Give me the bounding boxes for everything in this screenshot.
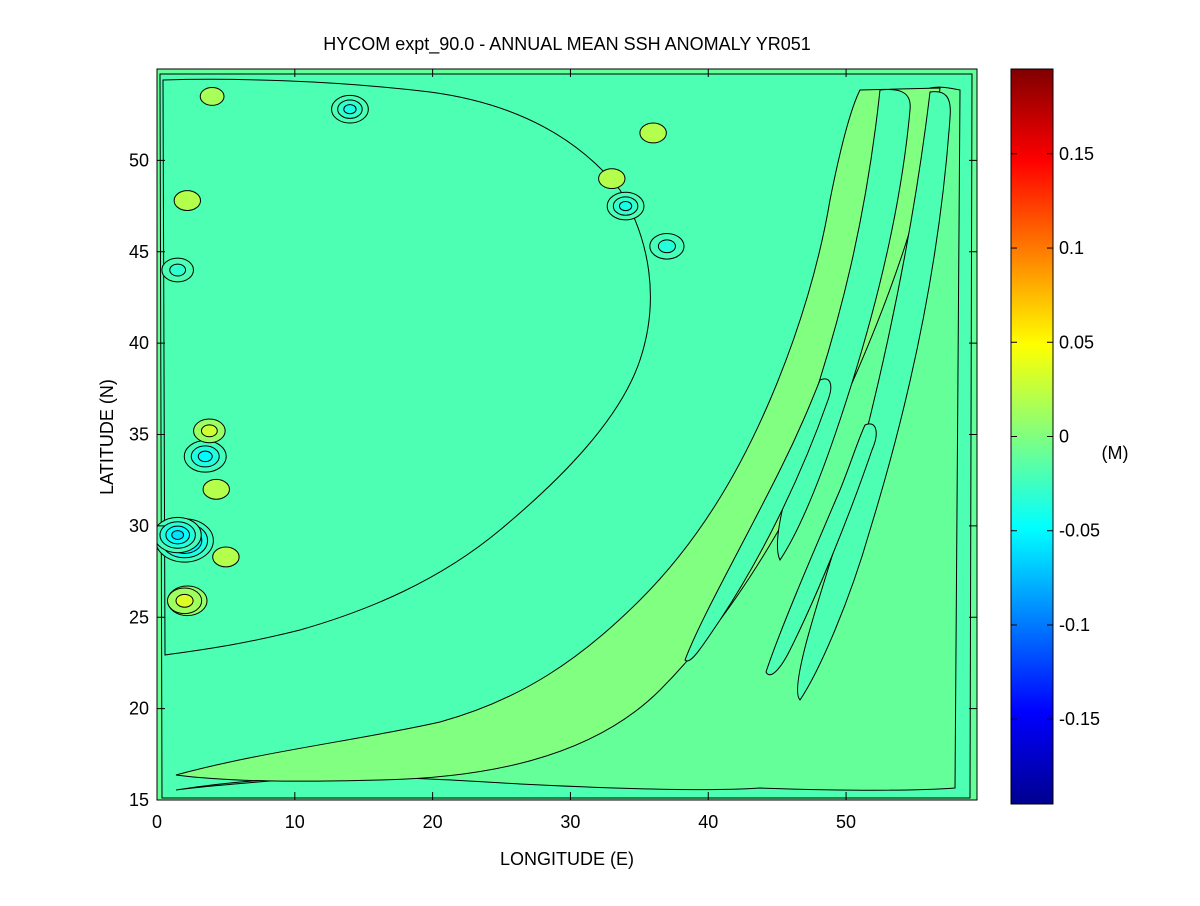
colorbar-tick-label: -0.05 [1059, 521, 1100, 541]
x-axis-label: LONGITUDE (E) [500, 849, 634, 869]
y-tick-label: 15 [129, 790, 149, 810]
contour-band-inner [175, 87, 941, 782]
x-tick-label: 30 [560, 812, 580, 832]
colorbar [1010, 68, 1054, 805]
colorbar-tick-label: -0.15 [1059, 709, 1100, 729]
y-tick-label: 35 [129, 425, 149, 445]
contour-high-15-ring-1 [199, 86, 225, 106]
contour-high-5-ring-1 [200, 424, 218, 438]
y-tick-label: 30 [129, 516, 149, 536]
x-axis: 0 10 20 30 40 50 [152, 69, 856, 832]
colorbar-tick-label: 0.05 [1059, 332, 1094, 352]
y-tick-label: 40 [129, 333, 149, 353]
y-tick-label: 25 [129, 607, 149, 627]
y-tick-label: 20 [129, 699, 149, 719]
contour-high-8-ring-1 [173, 190, 202, 211]
x-tick-label: 0 [152, 812, 162, 832]
x-tick-label: 50 [836, 812, 856, 832]
contour-high-1-ring-1 [175, 593, 194, 608]
x-tick-label: 40 [698, 812, 718, 832]
contour-ridge-3 [684, 378, 832, 662]
contour-band-west [162, 78, 651, 656]
contour-high-6-ring-1 [202, 478, 230, 500]
colorbar-tick-label: -0.1 [1059, 615, 1090, 635]
colorbar-tick-label: 0.1 [1059, 238, 1084, 258]
chart-title: HYCOM expt_90.0 - ANNUAL MEAN SSH ANOMAL… [323, 34, 811, 55]
contour-low-4-ring-1 [197, 450, 213, 463]
y-axis: 15 20 25 30 35 40 45 50 [129, 150, 977, 810]
contour-high-14-ring-1 [598, 168, 626, 190]
y-tick-label: 50 [129, 150, 149, 170]
x-tick-label: 10 [285, 812, 305, 832]
contour-low-9-ring-1 [169, 263, 187, 277]
contour-high-7-ring-1 [212, 546, 240, 568]
colorbar-axis: -0.15 -0.1 -0.05 0 0.05 0.1 0.15 [1011, 144, 1100, 729]
y-tick-label: 45 [129, 242, 149, 262]
contour-low-11-ring-1 [618, 200, 633, 212]
colorbar-label: (M) [1102, 443, 1129, 463]
contour-features [157, 86, 685, 617]
colorbar-tick-label: 0.15 [1059, 144, 1094, 164]
x-tick-label: 20 [423, 812, 443, 832]
contour-ridge-4 [765, 423, 877, 676]
contour-field [157, 69, 977, 800]
colorbar-tick-label: 0 [1059, 427, 1069, 447]
contour-low-10-ring-1 [343, 104, 357, 115]
contour-low-12-ring-1 [657, 239, 676, 254]
contour-high-13-ring-1 [639, 122, 667, 144]
y-axis-label: LATITUDE (N) [97, 379, 117, 495]
contour-low-3-ring-1 [171, 530, 185, 540]
